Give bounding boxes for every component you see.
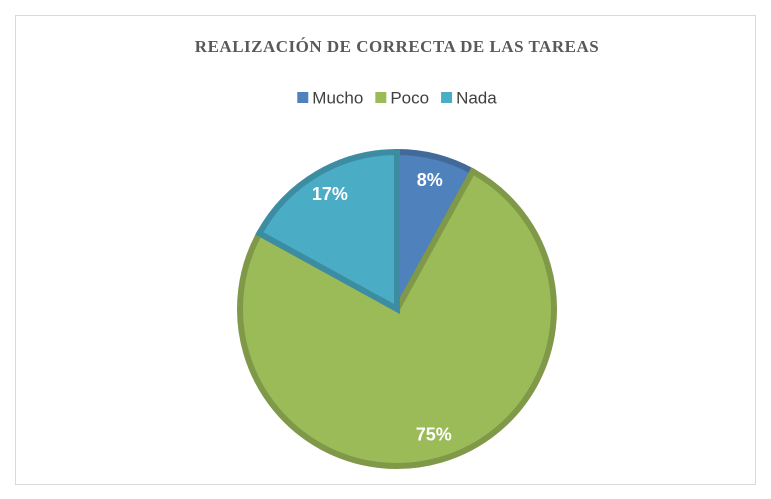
legend-label: Nada [456, 88, 497, 107]
legend-label: Poco [390, 88, 429, 107]
legend-swatch [441, 92, 453, 103]
data-label: 8% [417, 170, 443, 190]
legend-swatch [375, 92, 387, 103]
pie-slice [237, 167, 557, 469]
data-label: 75% [416, 424, 452, 444]
data-label: 17% [312, 184, 348, 204]
pie-slice [255, 148, 400, 315]
legend: Mucho Poco Nada [297, 88, 497, 107]
chart-title: REALIZACIÓN DE CORRECTA DE LAS TAREAS [195, 37, 599, 56]
legend-label: Mucho [312, 88, 363, 107]
legend-swatch [297, 92, 309, 103]
